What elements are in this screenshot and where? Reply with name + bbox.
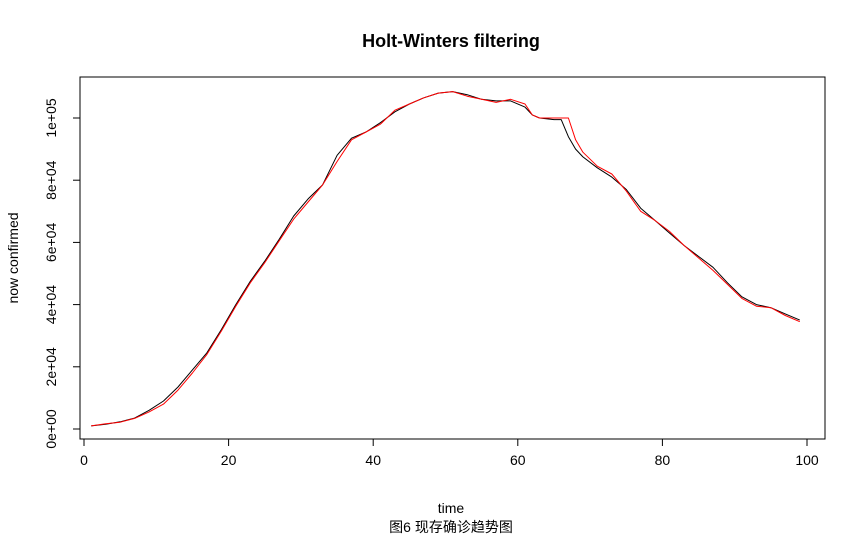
y-axis-label: now confirmed (5, 212, 21, 303)
chart-title: Holt-Winters filtering (362, 31, 540, 51)
plot-box (79, 76, 826, 440)
x-tick-label: 40 (365, 452, 381, 468)
y-tick-label: 2e+04 (43, 347, 59, 387)
series-group (91, 91, 800, 427)
x-tick-label: 100 (795, 452, 819, 468)
figure-caption: 图6 现存确诊趋势图 (389, 519, 513, 535)
x-tick-label: 80 (655, 452, 671, 468)
x-tick-label: 0 (80, 452, 88, 468)
series-line-observed (91, 91, 800, 427)
y-axis: 0e+00 2e+04 4e+04 6e+04 8e+04 1e+05 (43, 98, 81, 449)
x-axis: 0 20 40 60 80 100 (80, 438, 819, 468)
y-tick-label: 0e+00 (43, 409, 59, 449)
y-tick-label: 4e+04 (43, 285, 59, 325)
y-tick-label: 8e+04 (43, 160, 59, 200)
x-axis-label: time (438, 500, 465, 516)
x-tick-label: 60 (510, 452, 526, 468)
series-line-fitted (91, 91, 800, 427)
y-tick-label: 1e+05 (43, 98, 59, 138)
x-tick-label: 20 (221, 452, 237, 468)
y-tick-label: 6e+04 (43, 223, 59, 263)
